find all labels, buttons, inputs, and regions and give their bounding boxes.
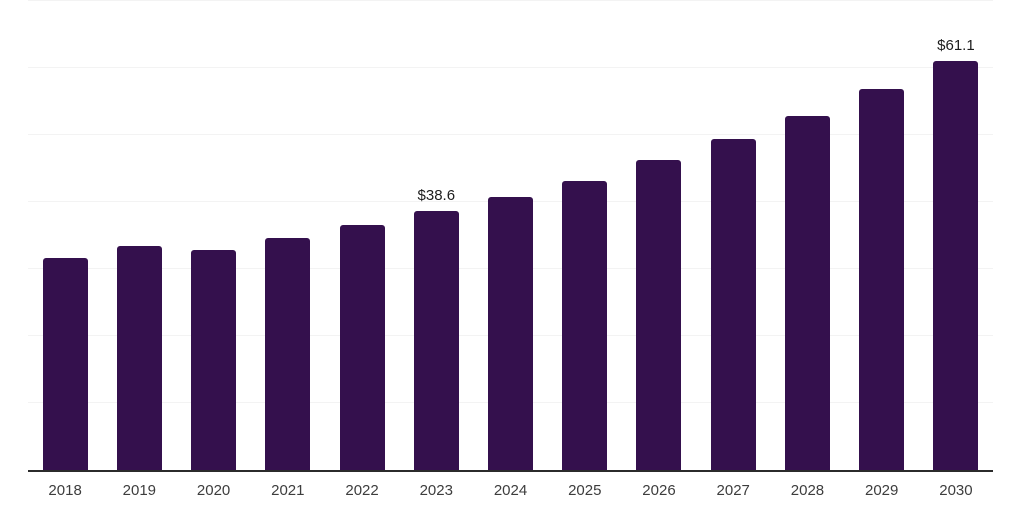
bar-band-2018 — [28, 1, 102, 470]
bar-2028 — [784, 116, 830, 470]
bar-band-2025 — [548, 1, 622, 470]
bar-2024 — [488, 196, 534, 470]
bar-band-2028 — [770, 1, 844, 470]
bar-band-2029 — [845, 1, 919, 470]
gridline-60 — [28, 67, 993, 68]
bar-2027 — [710, 139, 756, 470]
bar-band-2024 — [473, 1, 547, 470]
x-tick-label-2019: 2019 — [122, 482, 157, 499]
x-tick-label-2030: 2030 — [939, 482, 973, 499]
bar-2020 — [191, 249, 237, 470]
bar-2029 — [859, 88, 905, 470]
bar-band-2030: $61.1 — [919, 1, 993, 470]
bar-band-2022 — [325, 1, 399, 470]
bar-2025 — [562, 180, 608, 470]
gridline-70 — [28, 0, 993, 1]
bar-band-2023: $38.6 — [399, 1, 473, 470]
x-tick-label-2020: 2020 — [196, 482, 231, 499]
bar-2019 — [116, 245, 162, 470]
x-axis-tick-labels: 2018 2019 2020 2021 2022 2023 2024 2025 2026 2027… — [28, 482, 993, 499]
x-tick-label-2023: 2023 — [419, 482, 453, 499]
x-tick-label-2027: 2027 — [716, 482, 750, 499]
x-tick-label-2029: 2029 — [865, 482, 899, 499]
plot-area: $38.6 $61.1 — [28, 0, 993, 470]
x-tick-label-2024: 2024 — [493, 482, 528, 499]
data-label-2023: $38.6 — [417, 187, 456, 205]
gridline-50 — [28, 134, 993, 135]
x-tick-label-2025: 2025 — [568, 482, 602, 499]
x-tick-label-2026: 2026 — [642, 482, 676, 499]
bar-2018 — [42, 257, 88, 470]
bar-2022 — [339, 225, 385, 470]
data-label-2030: $61.1 — [937, 36, 975, 54]
x-tick-label-2021: 2021 — [271, 482, 305, 499]
bar-2021 — [265, 238, 311, 470]
bar-band-2019 — [102, 1, 176, 470]
bar-band-2027 — [696, 1, 770, 470]
bar-band-2026 — [622, 1, 696, 470]
bar-2023 — [413, 211, 459, 470]
x-tick-label-2022: 2022 — [345, 482, 379, 499]
x-tick-label-2028: 2028 — [790, 482, 825, 499]
bar-band-2021 — [251, 1, 325, 470]
bar-2030 — [933, 60, 979, 470]
bar-band-2020 — [176, 1, 250, 470]
x-axis-line — [28, 470, 993, 472]
bar-series: $38.6 $61.1 — [28, 1, 993, 470]
bar-2026 — [636, 160, 682, 470]
x-tick-label-2018: 2018 — [48, 482, 82, 499]
